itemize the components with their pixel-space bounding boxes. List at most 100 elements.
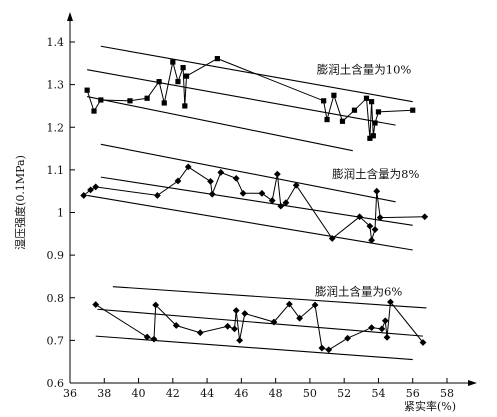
axes-frame: [67, 12, 477, 386]
data-point: [367, 135, 373, 141]
tick-labels: 0.6 0.7 0.8 0.9 1 1.1 1.2 1.3 1.4 36 38 40 42 44 46 48 5…: [47, 36, 455, 400]
trend-line: [100, 176, 413, 226]
data-point: [344, 334, 352, 342]
x-tick-label: 44: [200, 387, 214, 400]
x-axis-label: 紧实率(%): [404, 399, 456, 413]
y-axis-arrow: [67, 12, 73, 21]
data-point: [92, 183, 100, 191]
data-point: [92, 301, 100, 308]
trend-line: [87, 96, 353, 152]
x-tick-label: 46: [234, 387, 248, 400]
y-tick-label: 1.1: [47, 164, 65, 177]
data-point: [375, 109, 382, 115]
x-tick-label: 56: [406, 387, 420, 400]
data-point: [419, 339, 427, 346]
data-point: [277, 202, 285, 210]
data-point: [311, 301, 319, 309]
x-tick-label: 40: [132, 387, 146, 400]
y-tick-label: 1.3: [47, 79, 65, 92]
data-point: [292, 181, 300, 189]
y-tick-label: 0.8: [47, 292, 65, 305]
y-tick-label: 1.2: [47, 121, 65, 134]
data-point: [273, 170, 281, 178]
data-point: [258, 189, 266, 197]
data-point: [174, 177, 182, 185]
data-point: [84, 87, 90, 93]
data-point: [410, 107, 416, 113]
data-point: [208, 190, 216, 198]
x-axis-arrow: [468, 380, 477, 386]
data-point: [182, 103, 188, 109]
x-tick-label: 50: [303, 387, 317, 400]
data-point: [170, 59, 176, 65]
data-point: [184, 163, 192, 171]
data-point: [156, 79, 162, 85]
y-tick-label: 0.7: [47, 334, 65, 347]
x-tick-label: 54: [371, 387, 385, 400]
x-tick-label: 58: [440, 387, 454, 400]
trend-line: [95, 335, 413, 361]
data-point: [373, 187, 381, 195]
data-point: [369, 99, 375, 105]
data-point: [368, 236, 375, 244]
x-tick-label: 38: [97, 387, 111, 400]
data-point: [325, 346, 333, 354]
data-point: [370, 133, 376, 139]
trend-line: [87, 69, 396, 126]
data-point: [387, 298, 394, 306]
x-tick-label: 36: [63, 387, 77, 400]
x-tick-label: 48: [269, 387, 283, 400]
data-point: [282, 199, 290, 207]
data-point: [239, 189, 247, 197]
data-point: [371, 226, 379, 233]
trend-line: [97, 308, 424, 337]
data-point: [217, 169, 225, 176]
data-point: [376, 214, 384, 222]
series-label: 膨润土含量为10%: [317, 63, 412, 77]
data-point: [356, 213, 364, 221]
data-point: [232, 307, 240, 314]
data-point: [378, 325, 386, 333]
data-point: [421, 213, 429, 221]
x-tick-label: 42: [166, 387, 180, 400]
trend-lines: [87, 45, 427, 361]
y-tick-label: 0.9: [47, 249, 65, 262]
data-point: [328, 235, 336, 242]
data-point: [161, 100, 167, 106]
data-point: [231, 325, 238, 333]
data-point: [150, 335, 158, 343]
data-point: [285, 300, 293, 308]
data-point: [224, 322, 232, 330]
data-point: [351, 107, 358, 113]
data-point: [196, 329, 204, 337]
data-series: [80, 56, 429, 354]
axis-ticks: [69, 41, 448, 384]
data-point: [80, 192, 88, 199]
data-point: [175, 79, 181, 85]
data-point: [183, 73, 190, 79]
data-point: [268, 197, 276, 204]
data-point: [127, 98, 133, 104]
data-point: [366, 222, 374, 230]
data-point: [98, 97, 104, 103]
data-point: [270, 318, 278, 326]
data-point: [207, 177, 214, 185]
y-tick-label: 1: [57, 207, 64, 220]
data-point: [331, 92, 337, 98]
y-tick-label: 0.6: [47, 377, 65, 390]
data-point: [296, 314, 304, 322]
trend-line: [100, 143, 396, 203]
data-point: [180, 64, 186, 71]
data-point: [143, 333, 151, 341]
data-point: [153, 192, 161, 199]
x-tick-label: 52: [337, 387, 351, 400]
data-point: [241, 310, 249, 317]
y-tick-label: 1.4: [47, 36, 65, 49]
data-point: [172, 322, 180, 329]
data-point: [214, 56, 220, 62]
data-point: [236, 336, 244, 344]
y-axis-label: 湿压强度(0.1MPa): [13, 155, 27, 250]
data-point: [372, 120, 378, 126]
data-point: [339, 118, 346, 124]
